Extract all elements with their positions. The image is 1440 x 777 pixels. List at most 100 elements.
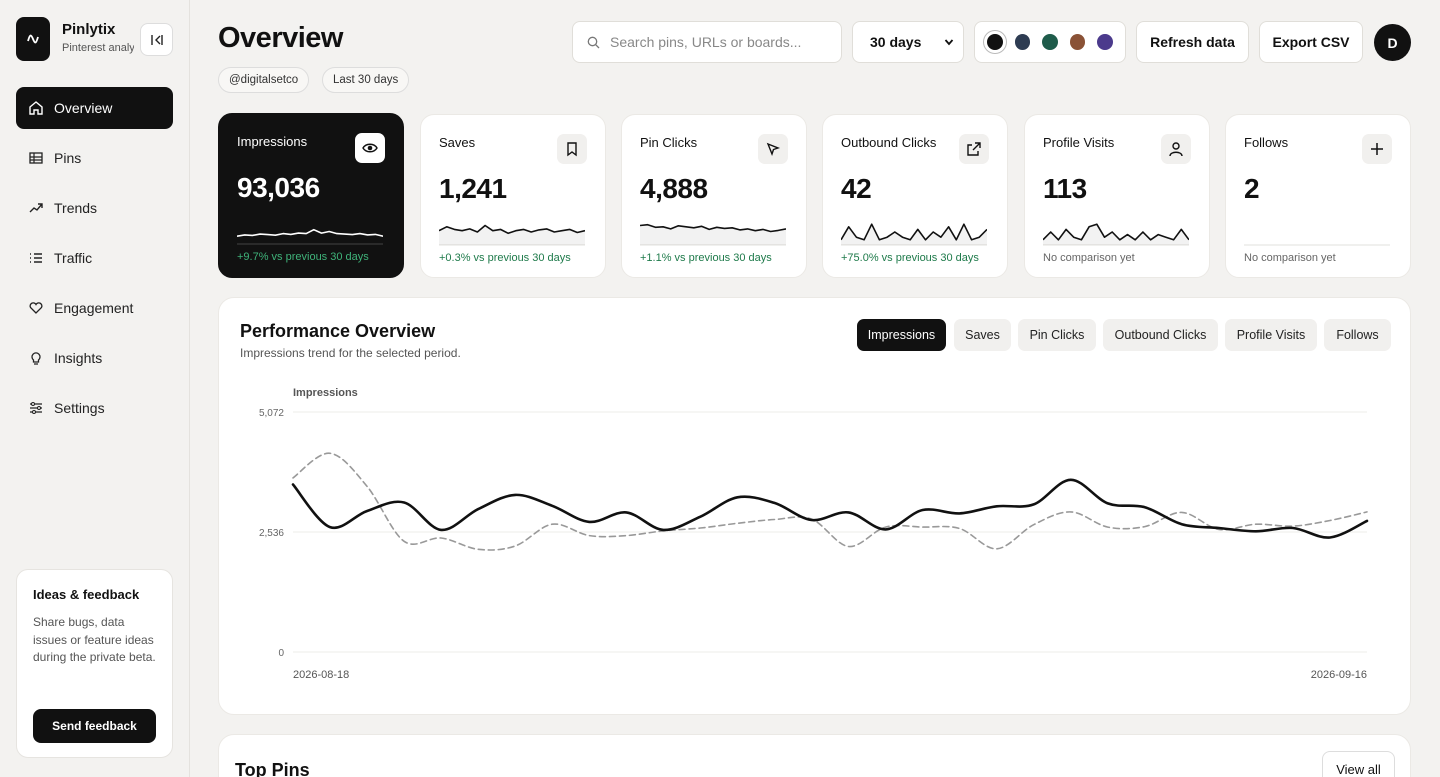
avatar[interactable]: D xyxy=(1374,24,1411,61)
metric-value: 4,888 xyxy=(640,173,708,204)
metric-value: 1,241 xyxy=(439,173,507,204)
plus-icon xyxy=(1362,134,1392,164)
x-tick-label: 2026-09-16 xyxy=(1311,669,1367,681)
page-title: Overview xyxy=(218,22,343,54)
view-all-button[interactable]: View all xyxy=(1322,751,1395,777)
previous-period-line xyxy=(292,452,1368,551)
sidebar-item-settings[interactable]: Settings xyxy=(16,387,173,429)
sparkline-line xyxy=(640,223,786,233)
top-pins-title: Top Pins xyxy=(235,760,310,777)
collapse-sidebar-button[interactable] xyxy=(140,23,173,56)
eye-icon xyxy=(355,133,385,163)
sidebar-nav: Overview Pins Trends Traffic Engagement Insig… xyxy=(16,87,173,437)
lightbulb-icon xyxy=(28,350,44,366)
metric-card-profile-visits[interactable]: Profile Visits 113 No comparison yet xyxy=(1024,114,1210,278)
metric-delta: No comparison yet xyxy=(1043,252,1135,264)
account-chip[interactable]: @digitalsetco xyxy=(218,67,310,93)
sparkline-line xyxy=(439,224,585,235)
sidebar-item-pins[interactable]: Pins xyxy=(16,137,173,179)
top-pins-panel: Top Pins View all xyxy=(218,734,1411,777)
color-swatch[interactable] xyxy=(1014,34,1031,50)
sparkline-line xyxy=(1043,223,1189,241)
performance-panel: Performance Overview Impressions trend f… xyxy=(218,297,1411,715)
sparkline-area xyxy=(1043,224,1189,245)
range-value: 30 days xyxy=(870,34,922,50)
y-tick-label: 0 xyxy=(278,648,284,659)
color-swatch[interactable] xyxy=(987,34,1003,50)
search-input[interactable]: Search pins, URLs or boards... xyxy=(572,21,842,63)
chevron-down-icon xyxy=(944,39,954,46)
sidebar-item-insights[interactable]: Insights xyxy=(16,337,173,379)
app-name: Pinlytix xyxy=(62,21,116,38)
bookmark-icon xyxy=(557,134,587,164)
sidebar: Pinlytix Pinterest analytics Overview Pin… xyxy=(0,0,190,777)
metric-card-follows[interactable]: Follows 2 No comparison yet xyxy=(1225,114,1411,278)
sparkline-line xyxy=(841,223,987,241)
list-icon xyxy=(28,250,44,266)
metric-delta: No comparison yet xyxy=(1244,252,1336,264)
tab-pin-clicks[interactable]: Pin Clicks xyxy=(1018,319,1096,351)
sparkline-area xyxy=(439,225,585,245)
metric-delta: +75.0% vs previous 30 days xyxy=(841,252,979,264)
tab-saves[interactable]: Saves xyxy=(954,319,1011,351)
export-csv-button[interactable]: Export CSV xyxy=(1259,21,1363,63)
metric-sparkline xyxy=(841,223,987,246)
y-tick-label: 5,072 xyxy=(259,408,284,419)
home-icon xyxy=(28,100,44,116)
wave-icon xyxy=(27,34,39,44)
metric-label: Impressions xyxy=(237,134,308,149)
color-swatch[interactable] xyxy=(1042,34,1058,50)
feedback-title: Ideas & feedback xyxy=(33,587,140,602)
color-swatch[interactable] xyxy=(1097,34,1113,50)
metric-card-saves[interactable]: Saves 1,241 +0.3% vs previous 30 days xyxy=(420,114,606,278)
y-tick-label: 2,536 xyxy=(259,528,284,539)
sidebar-item-label: Pins xyxy=(54,150,82,166)
external-link-icon xyxy=(959,134,989,164)
sidebar-item-label: Engagement xyxy=(54,300,134,316)
grid-icon xyxy=(28,150,44,166)
performance-title: Performance Overview xyxy=(240,321,436,341)
period-chip[interactable]: Last 30 days xyxy=(322,67,410,93)
sidebar-item-traffic[interactable]: Traffic xyxy=(16,237,173,279)
trend-icon xyxy=(28,200,44,216)
sidebar-item-label: Trends xyxy=(54,200,98,216)
performance-subtitle: Impressions trend for the selected perio… xyxy=(240,346,461,360)
sidebar-item-label: Settings xyxy=(54,400,105,416)
tab-follows[interactable]: Follows xyxy=(1324,319,1391,351)
refresh-data-button[interactable]: Refresh data xyxy=(1136,21,1249,63)
color-swatch[interactable] xyxy=(1069,34,1086,50)
sidebar-item-label: Insights xyxy=(54,350,103,366)
metric-delta: +1.1% vs previous 30 days xyxy=(640,252,772,264)
heart-icon xyxy=(28,300,44,316)
metric-card-pin-clicks[interactable]: Pin Clicks 4,888 +1.1% vs previous 30 da… xyxy=(621,114,807,278)
metric-card-outbound-clicks[interactable]: Outbound Clicks 42 +75.0% vs previous 30… xyxy=(822,114,1008,278)
collapse-icon xyxy=(150,34,163,45)
sidebar-item-trends[interactable]: Trends xyxy=(16,187,173,229)
send-feedback-button[interactable]: Send feedback xyxy=(33,709,156,743)
metric-card-impressions[interactable]: Impressions 93,036 +9.7% vs previous 30 … xyxy=(218,113,404,278)
metric-label: Pin Clicks xyxy=(640,135,698,150)
sidebar-item-engagement[interactable]: Engagement xyxy=(16,287,173,329)
search-placeholder: Search pins, URLs or boards... xyxy=(610,34,802,50)
metric-sparkline xyxy=(439,224,585,246)
metric-delta: +0.3% vs previous 30 days xyxy=(439,252,571,264)
range-select[interactable]: 30 days xyxy=(852,21,964,63)
sidebar-item-overview[interactable]: Overview xyxy=(16,87,173,129)
metric-delta: +9.7% vs previous 30 days xyxy=(237,251,369,263)
metric-label: Profile Visits xyxy=(1043,135,1115,150)
metric-value: 2 xyxy=(1244,173,1260,204)
tab-profile-visits[interactable]: Profile Visits xyxy=(1225,319,1317,351)
app-logo[interactable] xyxy=(16,17,50,61)
sidebar-item-label: Overview xyxy=(54,100,113,116)
x-tick-label: 2026-08-18 xyxy=(293,669,349,681)
feedback-text: Share bugs, data issues or feature ideas… xyxy=(33,615,156,664)
tab-impressions[interactable]: Impressions xyxy=(857,319,946,351)
sidebar-item-label: Traffic xyxy=(54,250,93,266)
theme-swatches xyxy=(974,21,1126,63)
tab-outbound-clicks[interactable]: Outbound Clicks xyxy=(1103,319,1218,351)
metric-value: 113 xyxy=(1043,173,1087,204)
sparkline-area xyxy=(841,224,987,245)
metric-label: Outbound Clicks xyxy=(841,135,937,150)
user-icon xyxy=(1161,134,1191,164)
cursor-icon xyxy=(758,134,788,164)
